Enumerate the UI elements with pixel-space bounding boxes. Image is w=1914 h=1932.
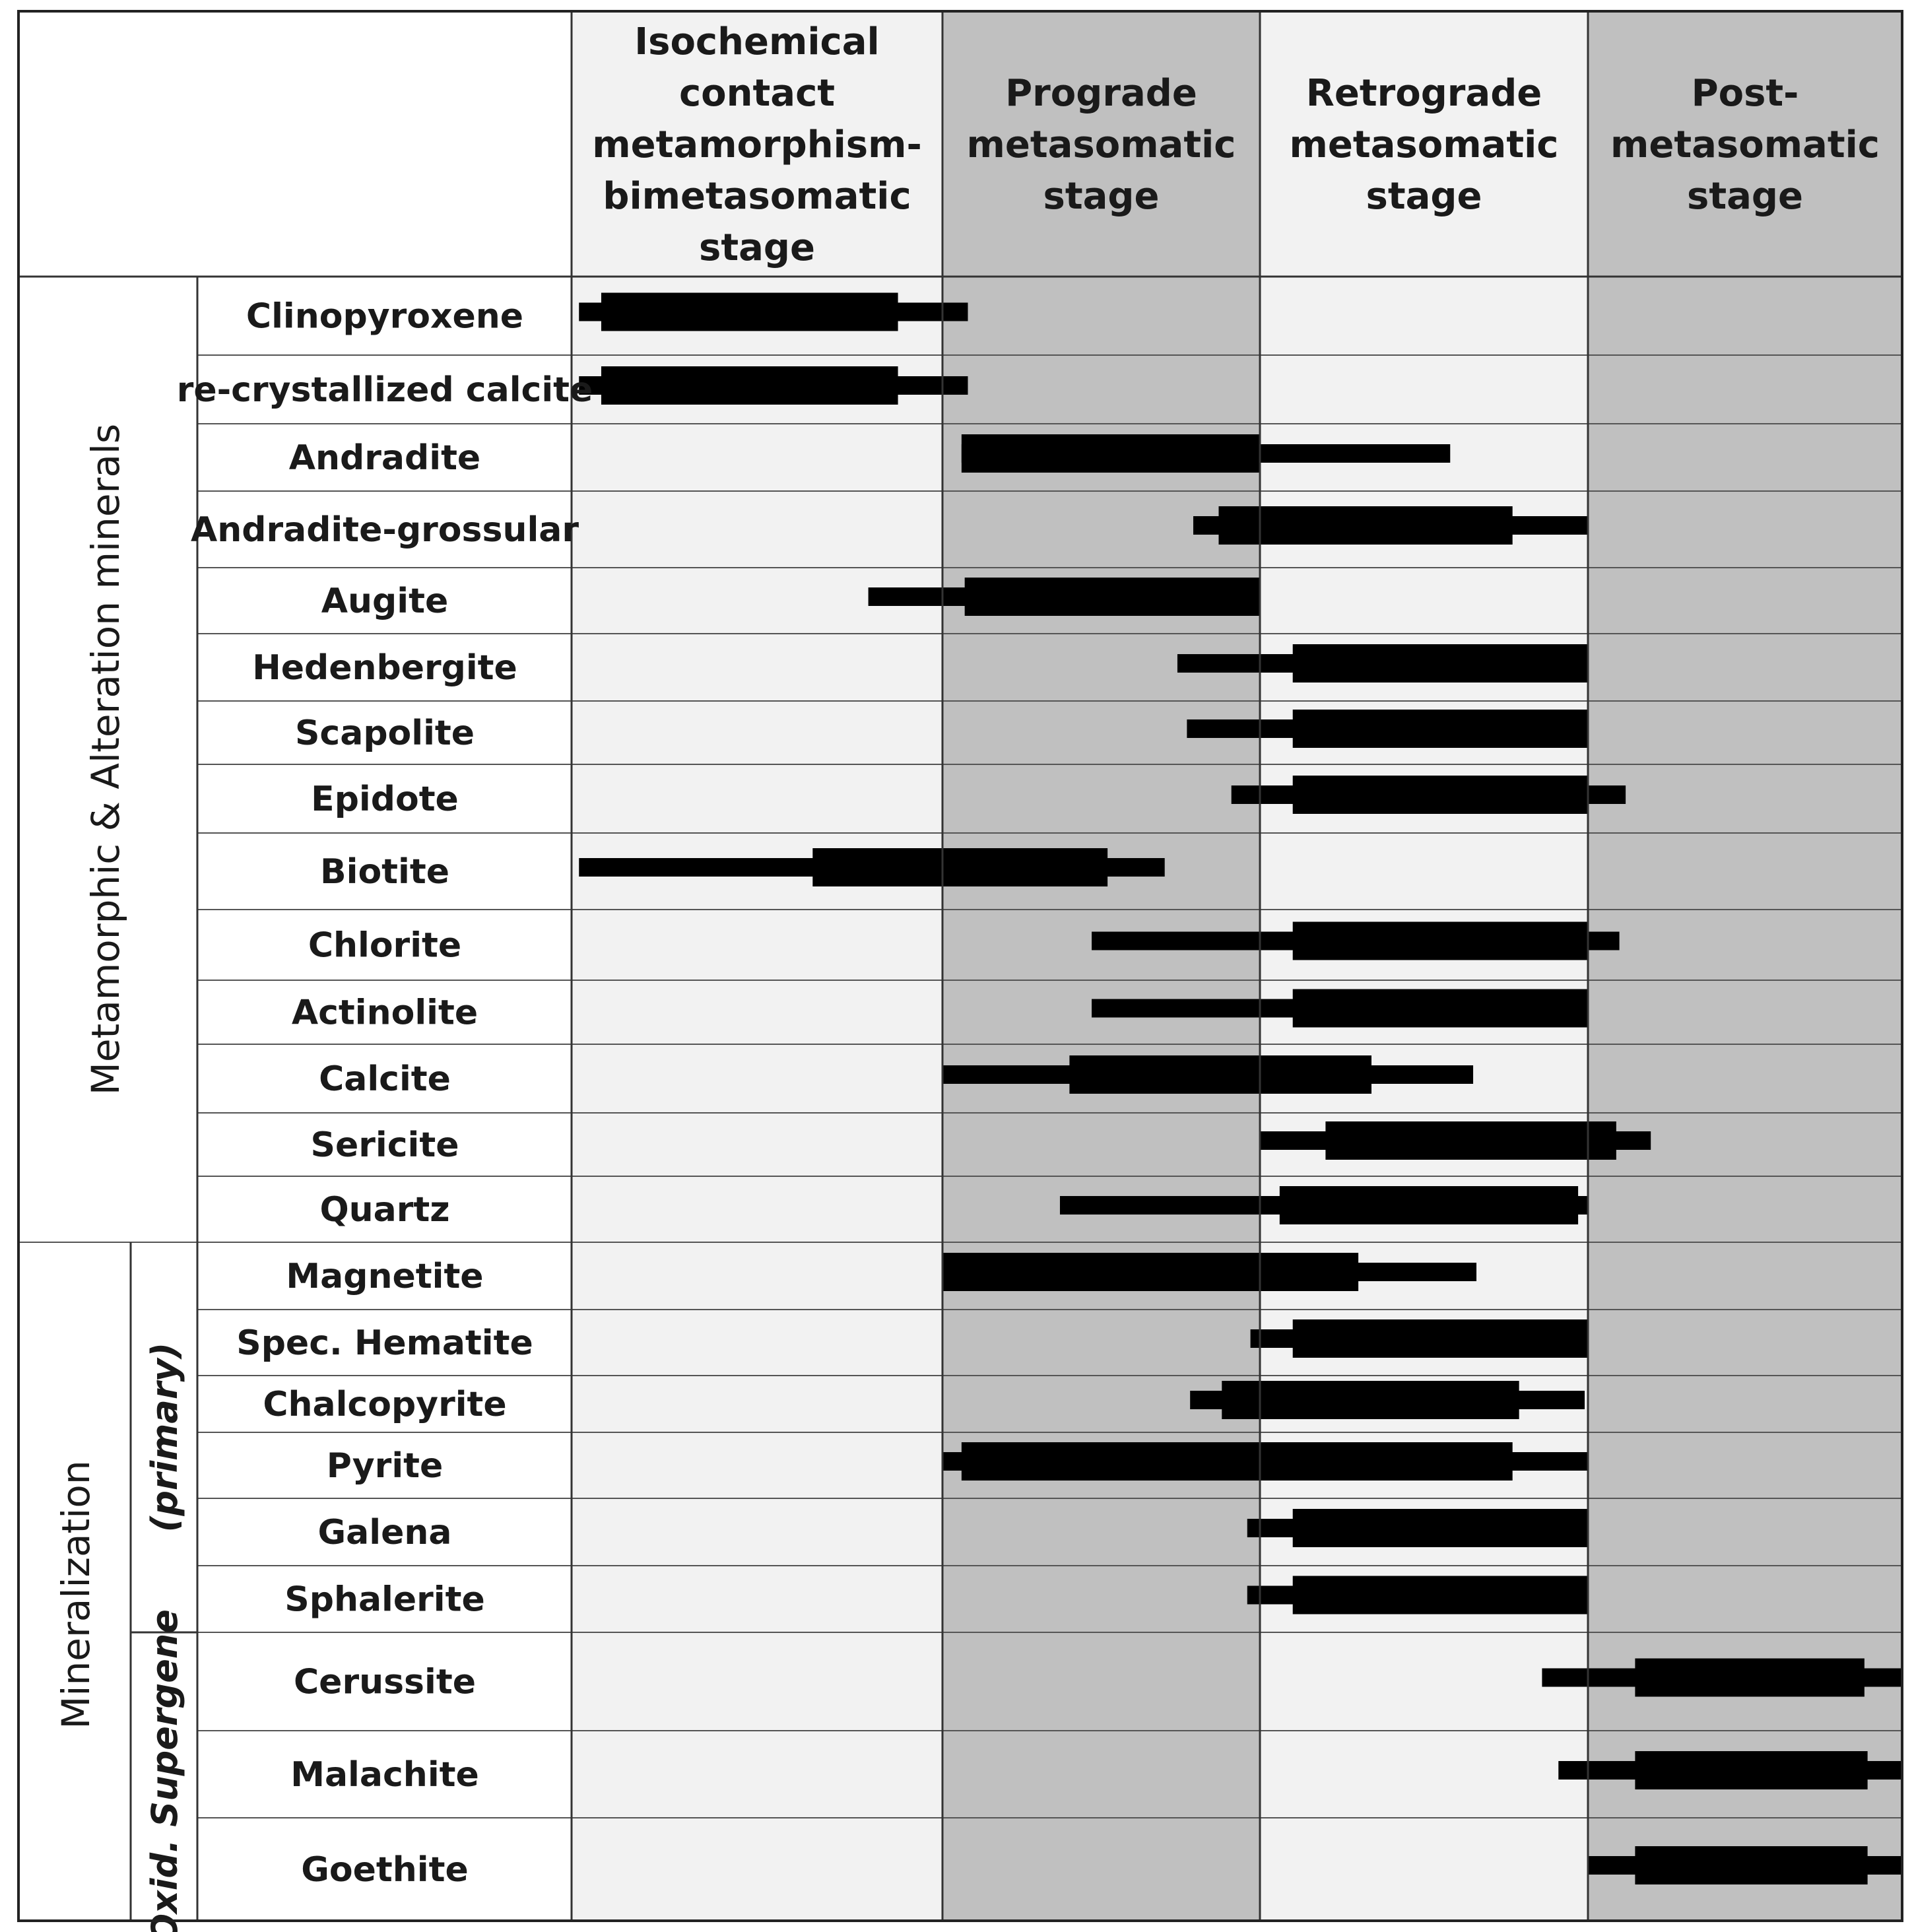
- major-activity-bar: [961, 1442, 1513, 1481]
- mineral-label: Chlorite: [308, 926, 461, 966]
- mineral-labels: Clinopyroxene re-crystallized calcite Andr…: [177, 297, 593, 1890]
- stage-header-line: stage: [699, 226, 815, 269]
- mineral-bars: [579, 292, 1902, 1884]
- stage-header: Post-metasomatic stage: [1610, 72, 1880, 218]
- mineral-label: Epidote: [311, 780, 459, 819]
- mineral-label: Andradite-grossular: [191, 510, 579, 550]
- mineral-label: Sphalerite: [284, 1580, 484, 1620]
- stage-headers: Isochemical contact metamorphism-bimetasom…: [592, 20, 1880, 269]
- mineral-label: Biotite: [320, 852, 449, 892]
- mineral-label: Clinopyroxene: [246, 297, 523, 337]
- major-activity-bar: [1325, 1121, 1616, 1160]
- mineral-label: Hedenbergite: [252, 648, 517, 688]
- mineral-label: Goethite: [301, 1850, 469, 1890]
- group-labels: Metamorphic & Alteration minerals Mineral…: [53, 424, 185, 1932]
- major-activity-bar: [942, 1253, 1359, 1291]
- stage-header-line: stage: [1043, 175, 1160, 218]
- major-activity-bar: [1292, 1319, 1588, 1358]
- mineral-label: Quartz: [319, 1190, 449, 1230]
- major-activity-bar: [1292, 921, 1588, 960]
- major-activity-bar: [601, 292, 898, 331]
- major-activity-bar: [812, 848, 1108, 886]
- subgroup-label-supergene: Oxid. Supergene: [144, 1609, 185, 1932]
- major-activity-bar: [1292, 776, 1588, 814]
- major-activity-bar: [1069, 1055, 1371, 1094]
- stage-header: Prograde metasomatic stage: [967, 72, 1236, 218]
- row-gridlines: [18, 275, 1902, 1818]
- stage-header-line: Retrograde: [1306, 72, 1542, 115]
- major-activity-bar: [1292, 644, 1588, 683]
- stage-header-line: stage: [1366, 175, 1482, 218]
- group-label-metamorphic: Metamorphic & Alteration minerals: [83, 424, 128, 1095]
- mineral-label: Sericite: [311, 1125, 459, 1165]
- major-activity-bar: [1292, 710, 1588, 748]
- major-activity-bar: [1222, 1381, 1519, 1419]
- stage-header: Retrograde metasomatic stage: [1290, 72, 1559, 218]
- stage-background: [942, 11, 1260, 1921]
- major-activity-bar: [1292, 989, 1588, 1028]
- group-label-mineralization: Mineralization: [53, 1460, 98, 1729]
- mineral-label: Chalcopyrite: [263, 1385, 506, 1424]
- stage-header-line: bimetasomatic: [603, 175, 911, 218]
- mineral-label: Calcite: [319, 1059, 451, 1099]
- stage-header-line: stage: [1687, 175, 1803, 218]
- stage-header-line: contact: [679, 72, 835, 115]
- major-activity-bar: [1635, 1751, 1868, 1789]
- major-activity-bar: [1218, 506, 1513, 545]
- major-activity-bar: [1279, 1186, 1579, 1224]
- mineral-label: Malachite: [290, 1755, 479, 1795]
- table-border: [17, 10, 1903, 1922]
- mineral-label: Andradite: [289, 438, 480, 478]
- mineral-label: Spec. Hematite: [236, 1323, 533, 1363]
- stage-header-line: Post-: [1692, 72, 1799, 115]
- stage-header-line: Isochemical: [634, 20, 879, 63]
- subgroup-label-primary: (primary): [144, 1343, 185, 1533]
- stage-header-line: metasomatic: [967, 123, 1236, 166]
- major-activity-bar: [1292, 1576, 1588, 1615]
- mineral-label: Cerussite: [294, 1663, 476, 1702]
- major-activity-bar: [601, 366, 898, 405]
- stage-background: [1260, 11, 1588, 1921]
- mineral-label: Scapolite: [295, 714, 475, 753]
- mineral-label: Pyrite: [327, 1446, 444, 1486]
- stage-header-line: metamorphism-: [592, 123, 921, 166]
- column-gridlines: [129, 11, 1589, 1921]
- mineral-label: Galena: [318, 1513, 452, 1552]
- stage-header-line: metasomatic: [1610, 123, 1880, 166]
- major-activity-bar: [1292, 1509, 1588, 1547]
- mineral-label: Actinolite: [292, 993, 478, 1033]
- stage-header-line: metasomatic: [1290, 123, 1559, 166]
- stage-header: Isochemical contact metamorphism-bimetasom…: [592, 20, 921, 269]
- mineral-label: Augite: [321, 582, 448, 621]
- stage-header-line: Prograde: [1005, 72, 1197, 115]
- mineral-label: Magnetite: [286, 1257, 483, 1296]
- major-activity-bar: [1635, 1658, 1864, 1697]
- stage-background: [1588, 11, 1902, 1921]
- major-activity-bar: [964, 578, 1260, 616]
- major-activity-bar: [961, 434, 1260, 473]
- mineral-label: re-crystallized calcite: [177, 370, 593, 410]
- major-activity-bar: [1635, 1846, 1868, 1884]
